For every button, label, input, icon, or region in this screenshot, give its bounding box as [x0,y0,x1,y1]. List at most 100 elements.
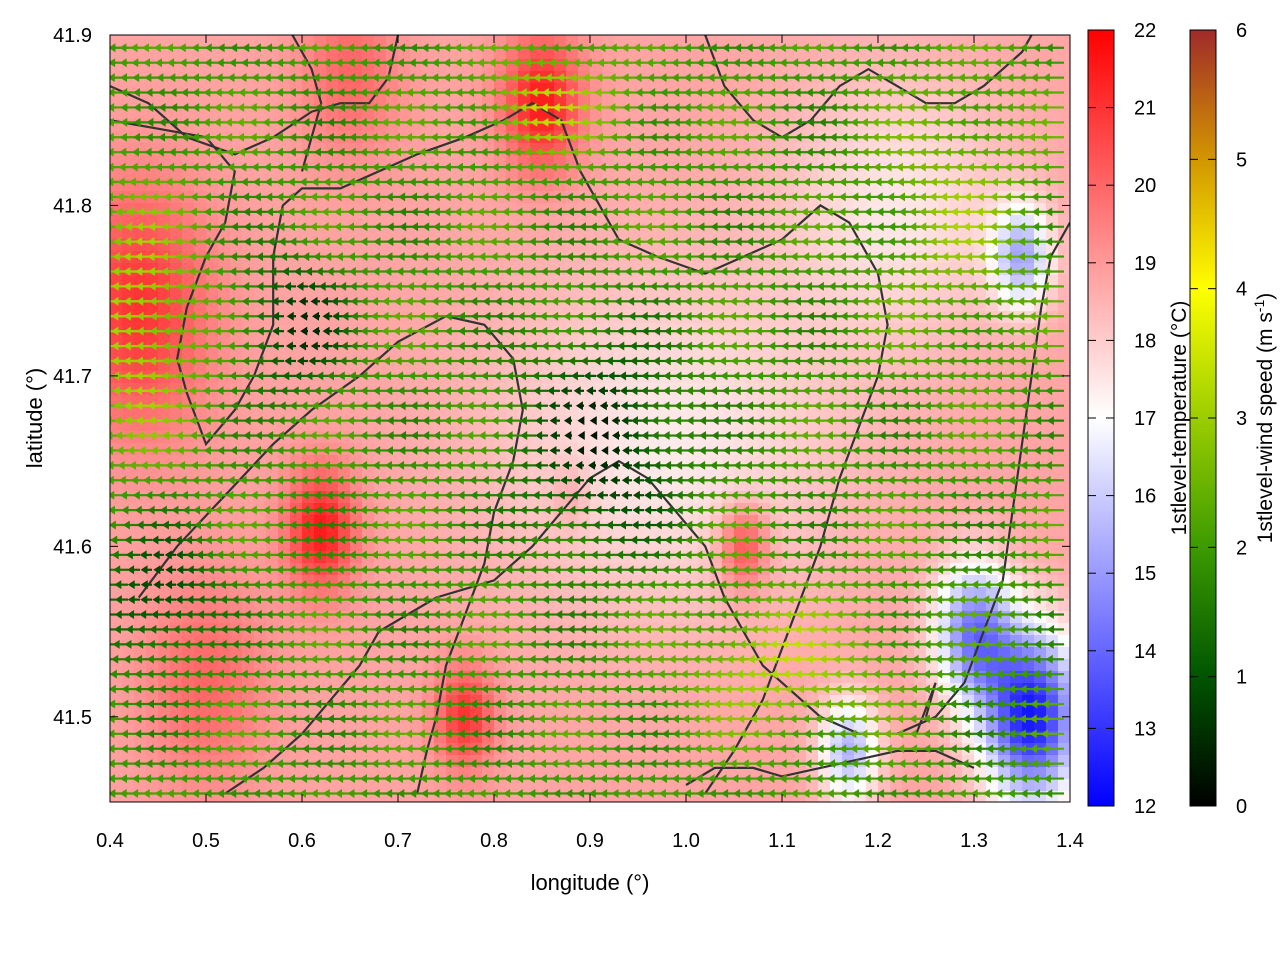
temperature-cell [182,107,195,120]
temperature-cell [626,755,639,768]
temperature-cell [134,215,147,228]
temperature-cell [422,467,435,480]
temperature-cell [290,95,303,108]
temperature-cell [158,659,171,672]
temperature-cell [158,107,171,120]
temperature-cell [146,227,159,240]
temperature-cell [122,395,135,408]
temperature-cell [122,779,135,792]
temperature-cell [374,35,387,48]
temperature-cell [662,467,675,480]
temperature-cell [530,323,543,336]
temperature-cell [650,347,663,360]
temperature-cell [194,587,207,600]
temperature-cell [122,587,135,600]
temperature-cell [134,287,147,300]
temperature-cell [182,215,195,228]
temperature-cell [194,539,207,552]
temperature-cell [170,107,183,120]
temperature-cell [110,791,123,802]
temperature-cell [182,491,195,504]
temperature-cell [758,227,771,240]
temperature-cell [194,371,207,384]
temperature-cell [182,227,195,240]
temperature-cell [578,263,591,276]
temperature-cell [170,563,183,576]
temperature-cell [962,407,975,420]
temperature-cell [158,407,171,420]
temperature-cell [146,779,159,792]
temperature-cell [662,755,675,768]
temperature-cell [782,287,795,300]
temperature-cell [350,263,363,276]
temperature-cell [194,215,207,228]
temperature-cell [158,647,171,660]
temperature-cell [638,407,651,420]
temperature-cell [890,587,903,600]
temperature-cell [182,791,195,802]
temperature-cell [362,407,375,420]
temperature-cell [326,467,339,480]
temperature-cell [230,347,243,360]
temperature-cell [962,287,975,300]
temperature-cell [362,467,375,480]
temperature-cell [770,347,783,360]
temperature-cell [458,755,471,768]
temperature-cell [158,707,171,720]
temperature-cell [566,263,579,276]
temperature-cell [278,467,291,480]
temperature-cell [290,491,303,504]
temperature-cell [446,467,459,480]
temperature-cell [830,551,843,564]
temperature-cell [458,467,471,480]
temperature-cell [110,659,123,672]
temperature-cell [146,587,159,600]
temperature-cell [158,587,171,600]
temperature-cell [350,467,363,480]
temperature-cell [134,659,147,672]
temperature-cell [146,287,159,300]
temperature-cell [302,467,315,480]
temperature-cell [158,719,171,732]
temperature-cell [662,95,675,108]
temperature-cell [146,35,159,48]
temperature-cell [506,755,519,768]
temperature-cell [518,287,531,300]
temperature-cell [806,467,819,480]
temperature-cell [170,47,183,60]
temperature-cell [182,443,195,456]
temperature-cell [530,227,543,240]
temperature-cell [182,203,195,216]
temperature-cell [122,659,135,672]
temperature-cell [1022,407,1035,420]
temperature-cell [926,407,939,420]
temperature-cell [362,347,375,360]
temperature-cell [278,347,291,360]
temperature-cell [110,647,123,660]
temperature-cell [266,587,279,600]
temperature-cell [110,587,123,600]
temperature-cell [338,347,351,360]
temperature-cell [134,491,147,504]
temperature-cell [266,35,279,48]
temperature-cell [182,407,195,420]
temperature-cell [122,647,135,660]
temperature-cell [134,275,147,288]
temperature-cell [134,395,147,408]
temperature-cell [170,791,183,802]
temperature-cell [338,323,351,336]
temperature-cell [134,107,147,120]
temperature-cell [170,467,183,480]
temperature-cell [122,791,135,802]
temperature-cell [158,287,171,300]
temperature-cell [950,467,963,480]
temperature-cell [506,35,519,48]
temperature-cell [194,527,207,540]
temperature-cell [170,287,183,300]
temperature-cell [182,719,195,732]
temperature-cell [1010,227,1023,240]
temperature-cell [926,227,939,240]
temperature-cell [170,35,183,48]
temperature-cell [338,755,351,768]
temperature-cell [182,419,195,432]
